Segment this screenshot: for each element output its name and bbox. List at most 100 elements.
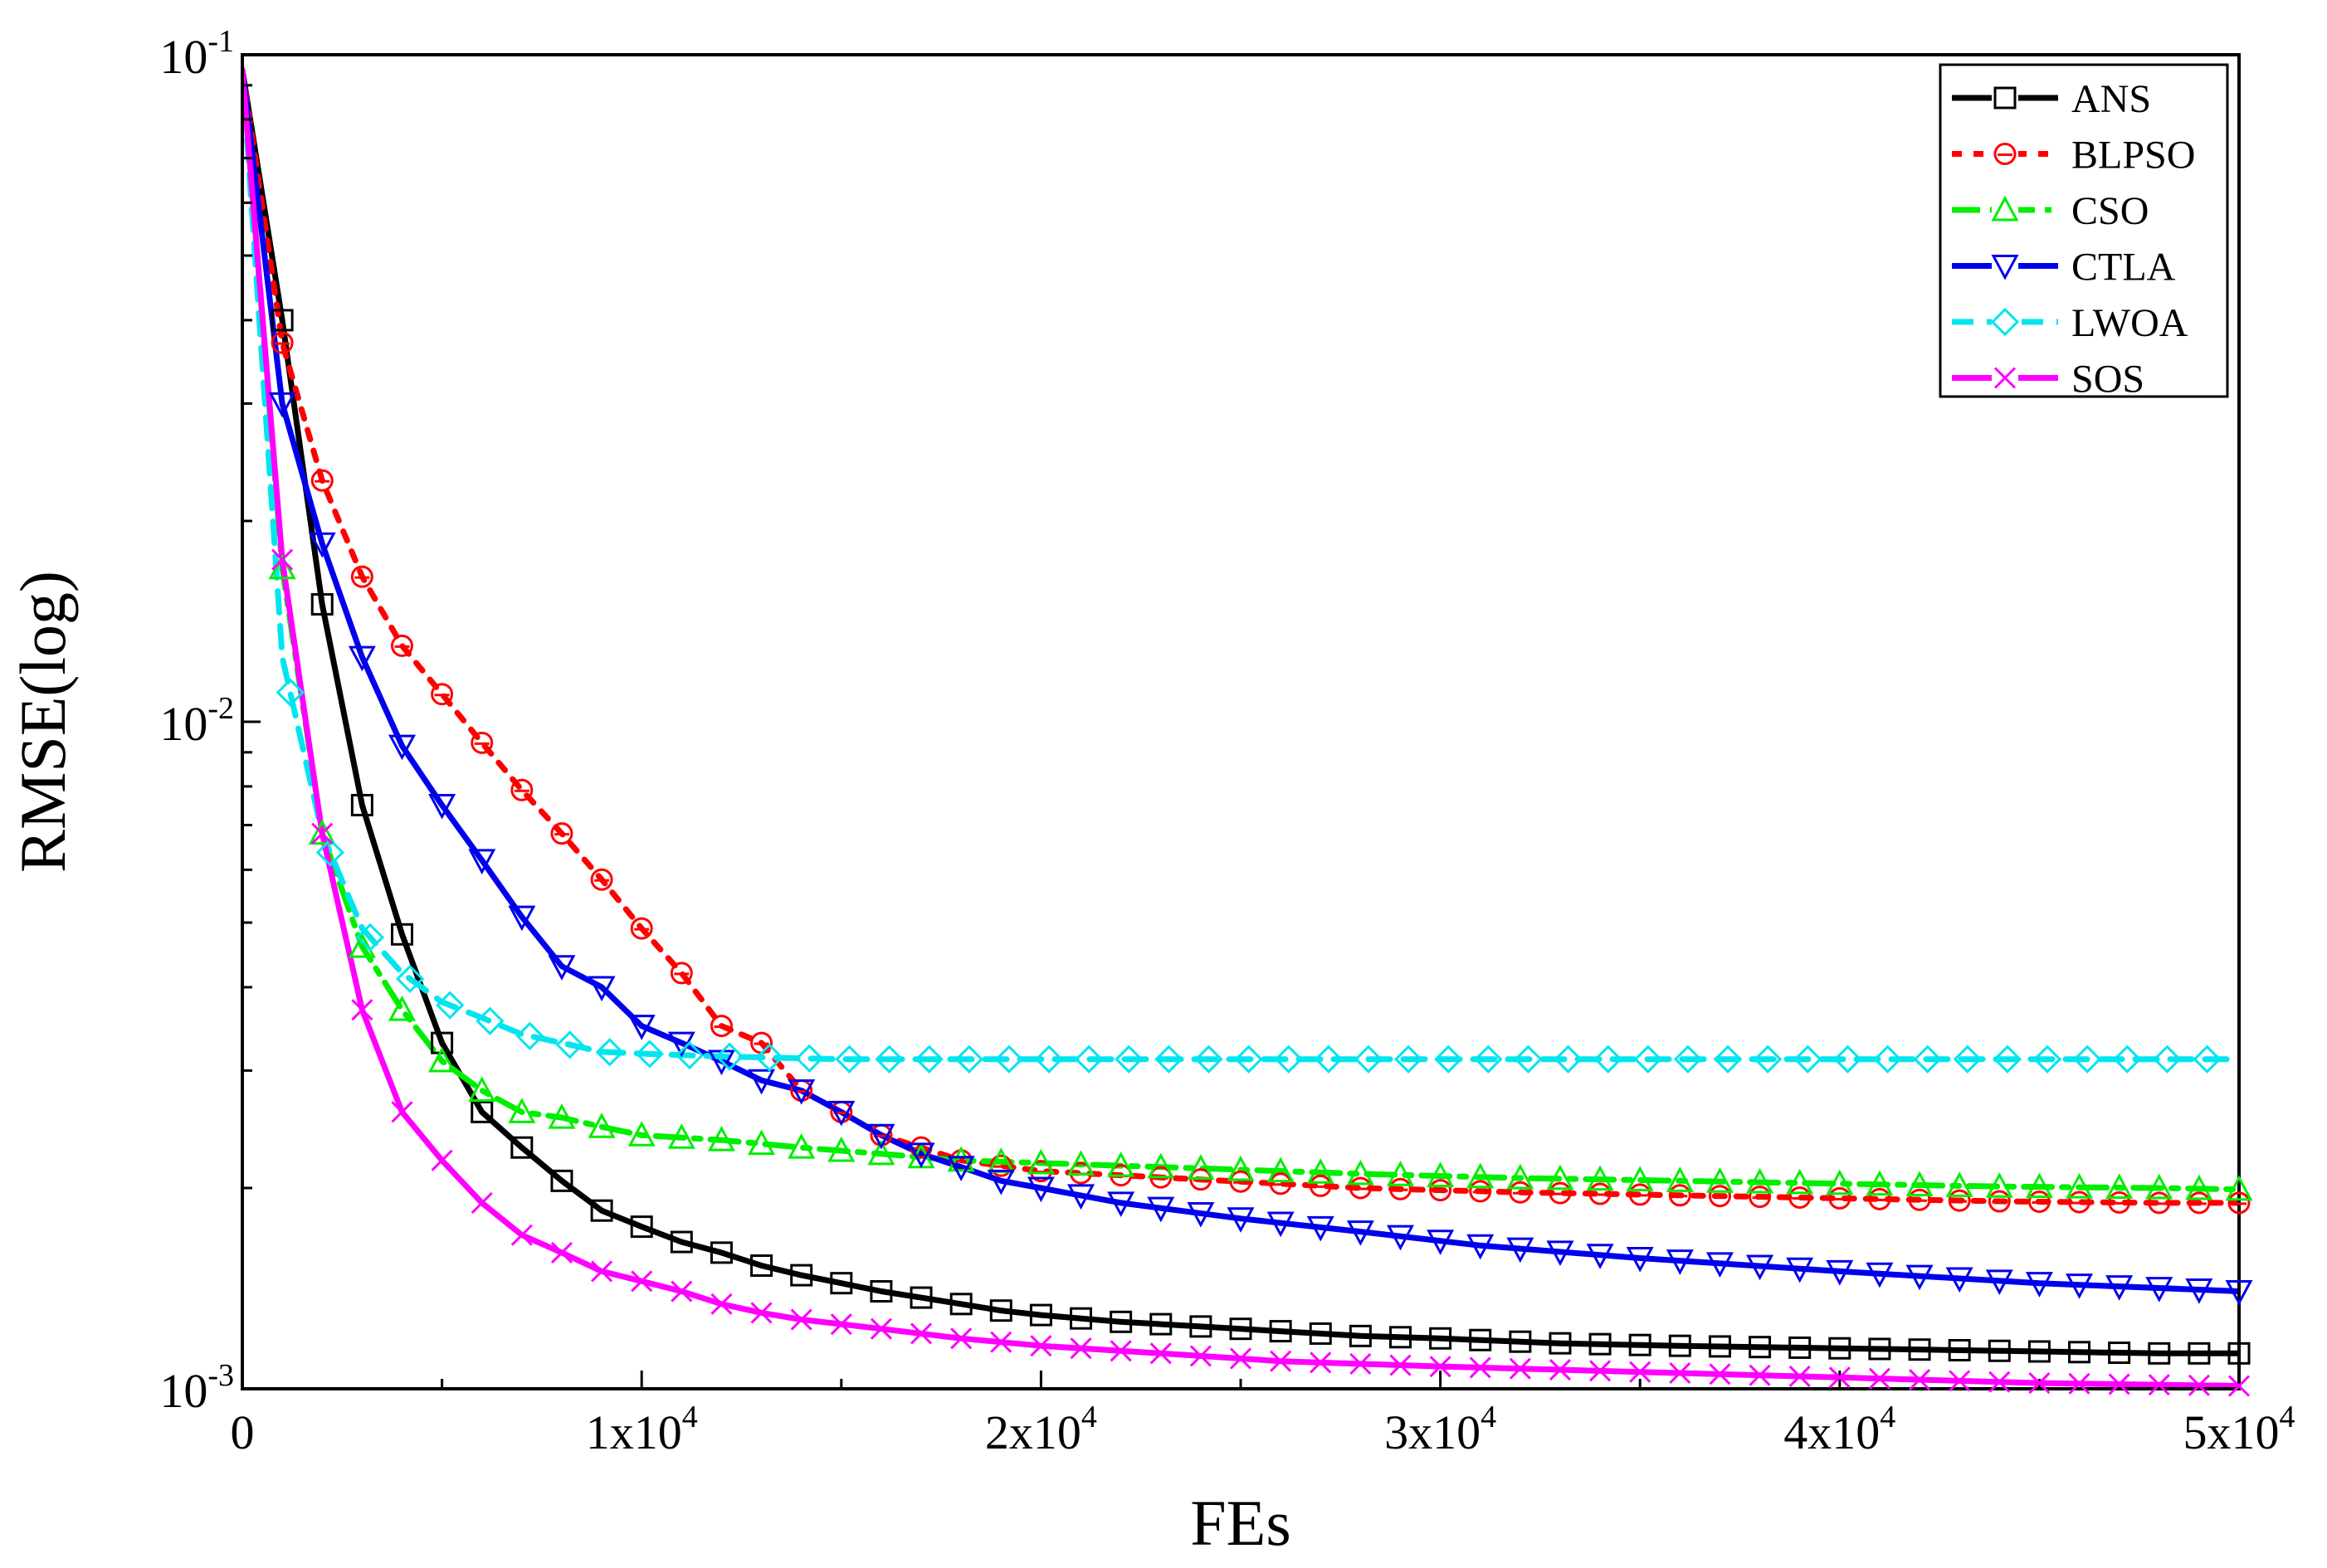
data-point-ans <box>750 1254 773 1278</box>
x-tick-label: 3x104 <box>1384 1400 1496 1459</box>
data-point-sos <box>1189 1345 1212 1367</box>
data-point-ans <box>1309 1322 1332 1345</box>
data-point-sos <box>1310 1351 1332 1374</box>
data-point-ans <box>310 592 334 616</box>
data-point-sos <box>1589 1360 1612 1382</box>
data-point-blpso <box>1388 1177 1412 1200</box>
data-point-blpso <box>1788 1186 1812 1210</box>
data-point-sos <box>830 1313 852 1336</box>
data-point-sos <box>1788 1365 1811 1388</box>
data-point-ans <box>1469 1328 1492 1351</box>
data-point-blpso <box>431 683 454 706</box>
data-point-blpso <box>630 917 653 940</box>
data-point-blpso <box>1708 1185 1731 1208</box>
data-point-lwoa <box>1953 1045 1982 1074</box>
data-point-ans <box>1229 1317 1252 1341</box>
data-point-ans <box>390 923 413 946</box>
data-point-sos <box>790 1308 812 1331</box>
x-tick-mantissa: 4x10 <box>1783 1405 1880 1459</box>
data-point-ctla <box>348 645 376 672</box>
data-point-lwoa <box>595 1038 624 1067</box>
data-point-lwoa <box>1115 1045 1144 1074</box>
data-point-sos <box>1149 1342 1172 1365</box>
data-point-cso <box>268 553 296 580</box>
data-point-ans <box>1189 1315 1212 1338</box>
data-point-ctla <box>1786 1257 1814 1283</box>
data-point-ctla <box>428 793 456 820</box>
x-tick-mantissa: 5x10 <box>2183 1405 2280 1459</box>
data-point-sos <box>591 1260 613 1283</box>
data-point-ans <box>1388 1326 1412 1349</box>
data-point-sos <box>2188 1374 2210 1396</box>
y-tick-label: 10-1 <box>159 24 234 84</box>
data-point-ans <box>1868 1337 1891 1361</box>
data-point-blpso <box>1948 1189 1971 1212</box>
data-point-cso <box>508 1098 536 1123</box>
data-point-ans <box>350 793 373 816</box>
data-point-ctla <box>2145 1277 2173 1303</box>
data-point-lwoa <box>476 1006 505 1035</box>
data-point-ctla <box>748 1069 776 1095</box>
data-point-cso <box>1427 1161 1455 1187</box>
data-point-lwoa <box>1673 1045 1703 1074</box>
y-tick-mantissa: 10 <box>159 697 207 751</box>
data-point-sos <box>1469 1356 1491 1379</box>
legend: ANS BLPSO CSO CTLA LWOA SOS <box>1939 63 2229 402</box>
data-point-cso <box>1945 1171 1973 1197</box>
data-point-ctla <box>1746 1254 1774 1281</box>
data-point-lwoa <box>795 1044 824 1073</box>
data-point-ans <box>2148 1342 2171 1365</box>
data-point-sos <box>431 1149 453 1171</box>
data-point-ctla <box>867 1123 895 1150</box>
data-point-cso <box>1746 1167 1774 1194</box>
data-point-lwoa <box>1274 1045 1303 1074</box>
data-point-sos <box>631 1270 653 1293</box>
data-point-lwoa <box>2193 1045 2222 1074</box>
data-point-blpso <box>1988 1190 2011 1213</box>
data-point-cso <box>1826 1169 1854 1195</box>
data-point-blpso <box>350 565 373 588</box>
data-point-sos <box>671 1280 693 1303</box>
x-tick-mantissa: 0 <box>231 1405 255 1459</box>
data-point-ctla <box>1067 1184 1095 1210</box>
data-point-cso <box>2225 1175 2253 1201</box>
data-point-lwoa <box>755 1043 784 1072</box>
data-point-ctla <box>1266 1211 1295 1238</box>
data-point-blpso <box>1549 1181 1572 1205</box>
data-point-ctla <box>548 955 576 981</box>
data-point-ctla <box>268 392 296 418</box>
data-point-cso <box>2105 1173 2134 1200</box>
y-axis-title: RMSE(log) <box>7 571 79 873</box>
x-axis-title: FEs <box>1190 1487 1290 1559</box>
data-point-sos <box>910 1322 933 1345</box>
series-markers-lwoa <box>276 678 2222 1074</box>
data-point-blpso <box>1509 1181 1532 1204</box>
data-point-sos <box>990 1331 1012 1353</box>
legend-item-blpso: BLPSO <box>1952 134 2195 178</box>
data-point-sos <box>1389 1354 1412 1376</box>
data-point-blpso <box>390 634 413 657</box>
data-point-ans <box>2027 1340 2051 1363</box>
data-point-lwoa <box>1234 1045 1263 1074</box>
data-point-lwoa <box>1154 1045 1183 1074</box>
marker-layer <box>268 309 2253 1397</box>
data-point-sos <box>1868 1367 1890 1390</box>
data-point-cso <box>1147 1152 1175 1179</box>
data-point-lwoa <box>1554 1045 1583 1074</box>
legend-box <box>1939 63 2229 398</box>
data-point-ans <box>431 1031 454 1054</box>
data-point-cso <box>1786 1168 1814 1195</box>
data-point-cso <box>1666 1166 1694 1192</box>
data-point-sos <box>750 1302 773 1324</box>
legend-marker-bg <box>1992 309 2018 335</box>
data-point-blpso <box>271 331 294 354</box>
data-point-ctla <box>788 1079 816 1105</box>
data-point-sos <box>870 1317 892 1340</box>
data-point-cso <box>468 1076 496 1102</box>
data-point-ans <box>590 1199 613 1222</box>
data-point-ans <box>1149 1312 1173 1336</box>
data-point-ans <box>1429 1327 1452 1350</box>
data-point-ans <box>2108 1342 2131 1365</box>
data-point-sos <box>1070 1337 1092 1360</box>
data-point-cso <box>1866 1170 1894 1196</box>
